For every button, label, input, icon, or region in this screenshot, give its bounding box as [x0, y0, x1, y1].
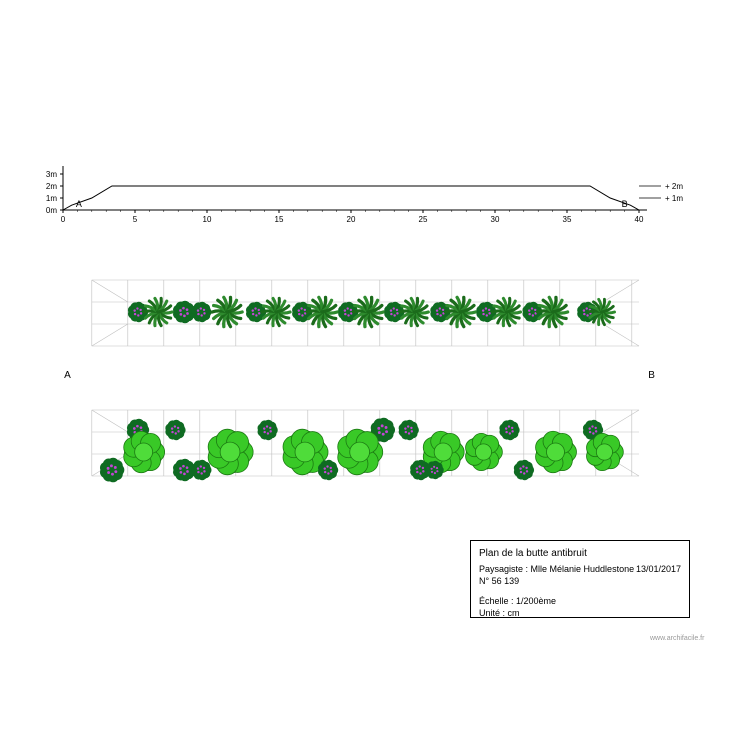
palm-plant-icon [144, 298, 172, 325]
svg-text:5: 5 [133, 215, 138, 224]
landscaper-line: Paysagiste : Mlle Mélanie Huddlestone 13… [479, 563, 681, 575]
landscape-diagram: 0m 1m 2m 3m 0 5 10 15 20 25 30 35 40 + 1m + 2m A B A B [0, 0, 750, 750]
palm-plant-icon [493, 298, 521, 325]
shrub-plant-icon [165, 420, 185, 440]
svg-text:10: 10 [203, 215, 212, 224]
svg-text:0: 0 [61, 215, 66, 224]
plan-title: Plan de la butte antibruit [479, 547, 681, 561]
shrub-plant-icon [258, 420, 278, 440]
palm-plant-icon [400, 298, 428, 325]
svg-text:40: 40 [635, 215, 644, 224]
svg-text:1m: 1m [46, 194, 57, 203]
svg-text:25: 25 [419, 215, 428, 224]
bush-plant-icon [466, 433, 503, 470]
scale-line: Échelle : 1/200ème [479, 595, 681, 607]
title-block: Plan de la butte antibruit Paysagiste : … [470, 540, 690, 618]
svg-text:0m: 0m [46, 206, 57, 215]
svg-text:+ 1m: + 1m [665, 194, 683, 203]
palm-plant-icon [589, 299, 615, 324]
svg-text:35: 35 [563, 215, 572, 224]
plan-date: 13/01/2017 [636, 563, 681, 575]
bush-plant-icon [536, 431, 577, 472]
svg-text:A: A [76, 199, 82, 209]
shrub-plant-icon [499, 420, 519, 440]
footer-link: www.archifacile.fr [650, 635, 704, 642]
svg-text:B: B [648, 370, 655, 381]
svg-text:30: 30 [491, 215, 500, 224]
svg-text:B: B [622, 199, 628, 209]
svg-text:20: 20 [347, 215, 356, 224]
shrub-plant-icon [514, 460, 534, 480]
bush-plant-icon [338, 429, 383, 475]
svg-text:2m: 2m [46, 182, 57, 191]
svg-text:+ 2m: + 2m [665, 182, 683, 191]
shrub-plant-icon [399, 420, 419, 440]
bush-plant-icon [208, 429, 253, 475]
svg-text:3m: 3m [46, 170, 57, 179]
bush-plant-icon [124, 431, 165, 472]
svg-text:A: A [64, 370, 71, 381]
shrub-plant-icon [191, 302, 211, 322]
palm-plant-icon [262, 298, 290, 325]
svg-text:15: 15 [275, 215, 284, 224]
unit-line: Unité : cm [479, 607, 681, 619]
shrub-plant-icon [191, 460, 211, 480]
shrub-plant-icon [100, 458, 124, 483]
plan-number: N° 56 139 [479, 575, 681, 587]
